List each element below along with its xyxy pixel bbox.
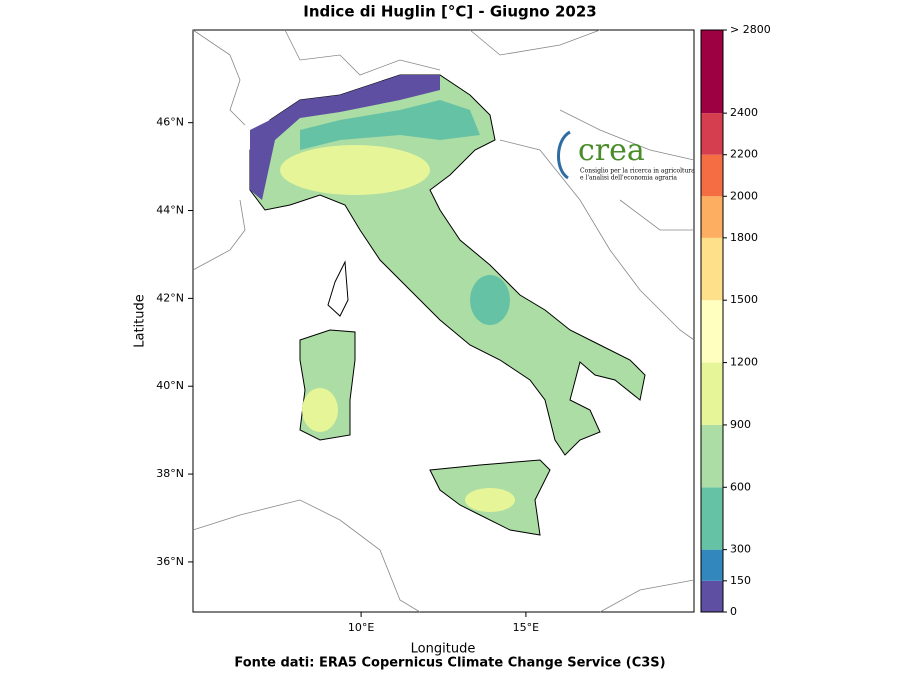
y-tick-label: 42°N bbox=[156, 291, 184, 304]
colorbar-segment bbox=[701, 196, 723, 238]
logo-line: e l'analisi dell'economia agraria bbox=[580, 175, 677, 182]
map-title: Indice di Huglin [°C] - Giugno 2023 bbox=[303, 3, 596, 21]
y-tick-label: 40°N bbox=[156, 379, 184, 392]
colorbar-tick-label: 300 bbox=[730, 543, 751, 556]
logo-mark bbox=[557, 130, 571, 180]
logo-name: crea bbox=[578, 133, 645, 168]
colorbar-segment bbox=[701, 300, 723, 363]
x-tick-label: 10°E bbox=[348, 621, 374, 634]
colorbar-tick-label: 150 bbox=[730, 574, 751, 587]
y-tick-label: 46°N bbox=[156, 116, 184, 129]
colorbar-segment bbox=[701, 113, 723, 155]
colorbar-tick-label: 2000 bbox=[730, 189, 758, 202]
colorbar-tick-label: 0 bbox=[730, 605, 737, 618]
map-background bbox=[192, 29, 695, 613]
colorbar-tick-label: 1800 bbox=[730, 231, 758, 244]
colorbar-tick-label: 1200 bbox=[730, 356, 758, 369]
colorbar-segment bbox=[701, 154, 723, 197]
colorbar-frame bbox=[700, 29, 724, 613]
map-patches bbox=[250, 75, 515, 512]
colorbar-segment bbox=[701, 549, 723, 581]
colorbar-tick-label: > 2800 bbox=[730, 23, 771, 36]
colorbar-segment bbox=[701, 237, 723, 301]
logo-line: Consiglio per la ricerca in agricoltura bbox=[580, 168, 695, 175]
y-axis-label: Latitude bbox=[133, 294, 148, 348]
x-tick-label: 15°E bbox=[513, 621, 539, 634]
colorbar-segment bbox=[701, 362, 723, 425]
colorbar-tick-label: 1500 bbox=[730, 293, 758, 306]
y-tick-label: 44°N bbox=[156, 204, 184, 217]
colorbar-tick-label: 900 bbox=[730, 418, 751, 431]
colorbar-segment bbox=[701, 30, 723, 114]
x-axis-label: Longitude bbox=[411, 642, 476, 657]
source-note: Fonte dati: ERA5 Copernicus Climate Chan… bbox=[234, 656, 665, 671]
colorbar-tick-label: 600 bbox=[730, 480, 751, 493]
colorbar-tick-label: 2400 bbox=[730, 106, 758, 119]
colorbar-segment bbox=[701, 487, 723, 550]
colorbar-segment bbox=[701, 424, 723, 488]
colorbar-segment bbox=[701, 580, 723, 612]
logo: crea Consiglio per la ricerca in agricol… bbox=[557, 130, 695, 182]
colorbar-tick-label: 2200 bbox=[730, 148, 758, 161]
y-tick-label: 36°N bbox=[156, 555, 184, 568]
y-tick-label: 38°N bbox=[156, 467, 184, 480]
